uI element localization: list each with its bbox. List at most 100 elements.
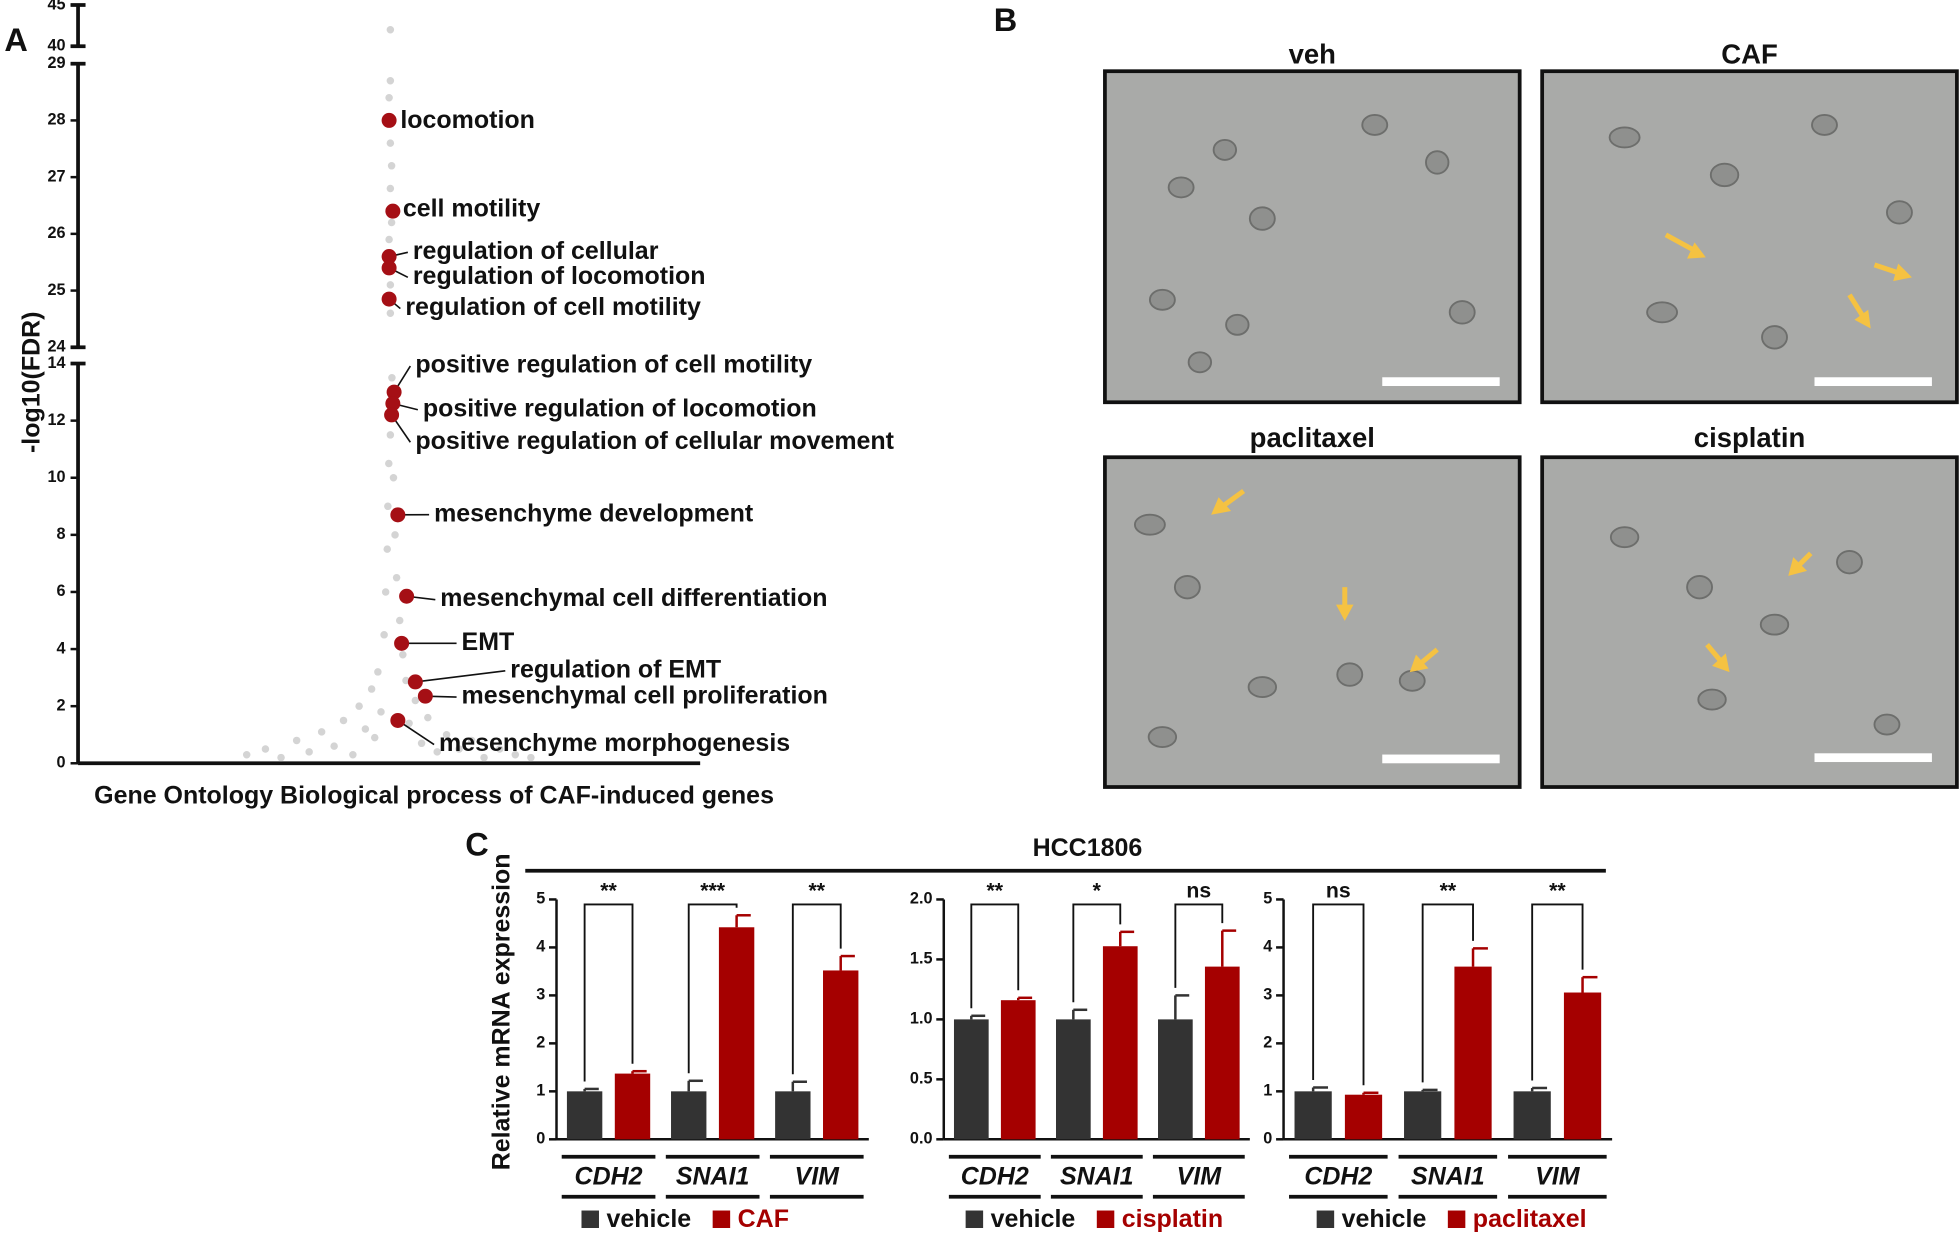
highlight-point <box>385 203 401 219</box>
legend-label: vehicle <box>991 1205 1076 1233</box>
y-tick-label: 12 <box>47 411 65 429</box>
significance-label: ** <box>1549 880 1566 903</box>
y-tick-label: 27 <box>47 167 65 185</box>
highlight-point <box>386 384 402 400</box>
point <box>242 750 251 759</box>
y-tick-label: 8 <box>57 525 66 543</box>
x-tick-label: VIM <box>1177 1163 1223 1191</box>
point <box>386 76 395 85</box>
bar <box>1000 1000 1036 1140</box>
y-tick-label: 29 <box>47 54 65 72</box>
y-tick-label: 4 <box>536 938 545 956</box>
legend-label: CAF <box>738 1205 789 1233</box>
cells <box>1133 113 1913 748</box>
micrograph-title: cisplatin <box>1694 422 1805 453</box>
bar <box>671 1091 707 1140</box>
point-label: positive regulation of cell motility <box>415 351 812 379</box>
highlight-point <box>417 688 433 704</box>
significance-label: ns <box>1326 880 1351 903</box>
y-tick-label: 3 <box>536 986 545 1004</box>
legend-swatch <box>1447 1210 1466 1229</box>
point <box>385 459 393 468</box>
arrows <box>1211 232 1912 673</box>
bar <box>566 1091 603 1140</box>
bar <box>953 1019 989 1140</box>
significance-bracket <box>1421 903 1474 1083</box>
group-title: HCC1806 <box>1033 834 1143 862</box>
y-tick-label: 2.0 <box>910 890 933 908</box>
point <box>383 545 391 553</box>
highlight-point <box>390 507 406 523</box>
micrograph <box>1540 455 1959 789</box>
point <box>391 531 399 539</box>
x-tick-label: VIM <box>795 1163 841 1191</box>
point-label: positive regulation of locomotion <box>423 394 817 422</box>
scale-bars <box>1382 377 1932 764</box>
significance-label: * <box>1093 880 1102 903</box>
point <box>405 719 413 728</box>
x-axis-label: Gene Ontology Biological process of CAF-… <box>94 782 774 810</box>
micrograph-panels: veh CAF paclitaxel cisplatin <box>1103 38 1959 789</box>
significance-label: *** <box>700 880 726 903</box>
y-tick-label: 5 <box>536 890 545 908</box>
bar <box>1102 946 1138 1140</box>
highlight-point <box>407 674 423 690</box>
significance-label: ** <box>1440 880 1457 903</box>
y-tick-label: 25 <box>47 281 65 299</box>
highlight-point <box>384 407 400 423</box>
point <box>411 696 420 705</box>
significance-bracket <box>1072 903 1122 1003</box>
y-tick-label: 10 <box>47 468 65 486</box>
significance-bracket <box>1174 903 1224 988</box>
significance-bracket <box>791 903 842 1075</box>
y-tick-label: 1.0 <box>910 1010 933 1028</box>
point <box>305 748 313 756</box>
point <box>399 651 407 659</box>
point <box>387 162 396 170</box>
point <box>386 309 395 318</box>
point <box>380 631 388 639</box>
point-label: regulation of EMT <box>510 655 721 683</box>
y-tick-label: 0 <box>1263 1130 1272 1148</box>
point <box>386 431 395 439</box>
panel-label: A <box>4 22 27 58</box>
point <box>389 473 398 482</box>
y-tick-label: 3 <box>1263 986 1272 1004</box>
point-label: EMT <box>462 628 515 656</box>
point-label: positive regulation of cellular movement <box>415 427 894 455</box>
y-tick-label: 2 <box>1263 1034 1272 1052</box>
point <box>417 739 426 748</box>
point <box>384 502 392 511</box>
y-tick-label: 4 <box>1263 938 1272 956</box>
highlight-point <box>385 396 401 412</box>
point <box>386 184 395 193</box>
y-tick-label: 0.5 <box>910 1070 933 1088</box>
legend-label: paclitaxel <box>1473 1205 1587 1233</box>
point <box>370 733 379 742</box>
significance-bracket <box>583 903 634 1082</box>
significance-bracket <box>1531 903 1584 1081</box>
legend-label: vehicle <box>606 1205 691 1233</box>
highlight-point <box>381 291 397 307</box>
point <box>442 730 451 739</box>
point <box>385 235 393 244</box>
point <box>361 725 370 733</box>
legend-label: vehicle <box>1342 1205 1427 1233</box>
bar <box>1344 1094 1383 1140</box>
legend-swatch <box>712 1210 731 1229</box>
y-tick-label: 5 <box>1263 890 1272 908</box>
x-tick-label: CDH2 <box>575 1163 643 1191</box>
point <box>433 748 441 756</box>
bar <box>1204 966 1240 1140</box>
y-tick-label: 24 <box>47 338 65 356</box>
bar <box>1055 1019 1091 1140</box>
point <box>387 218 396 227</box>
significance-bracket <box>1312 903 1365 1086</box>
point <box>277 753 285 762</box>
point <box>385 93 393 102</box>
legend-swatch <box>1096 1210 1115 1229</box>
y-tick-label: 0 <box>536 1130 545 1148</box>
legend-swatch <box>965 1210 984 1229</box>
point <box>386 139 395 147</box>
highlight-point <box>399 588 415 604</box>
